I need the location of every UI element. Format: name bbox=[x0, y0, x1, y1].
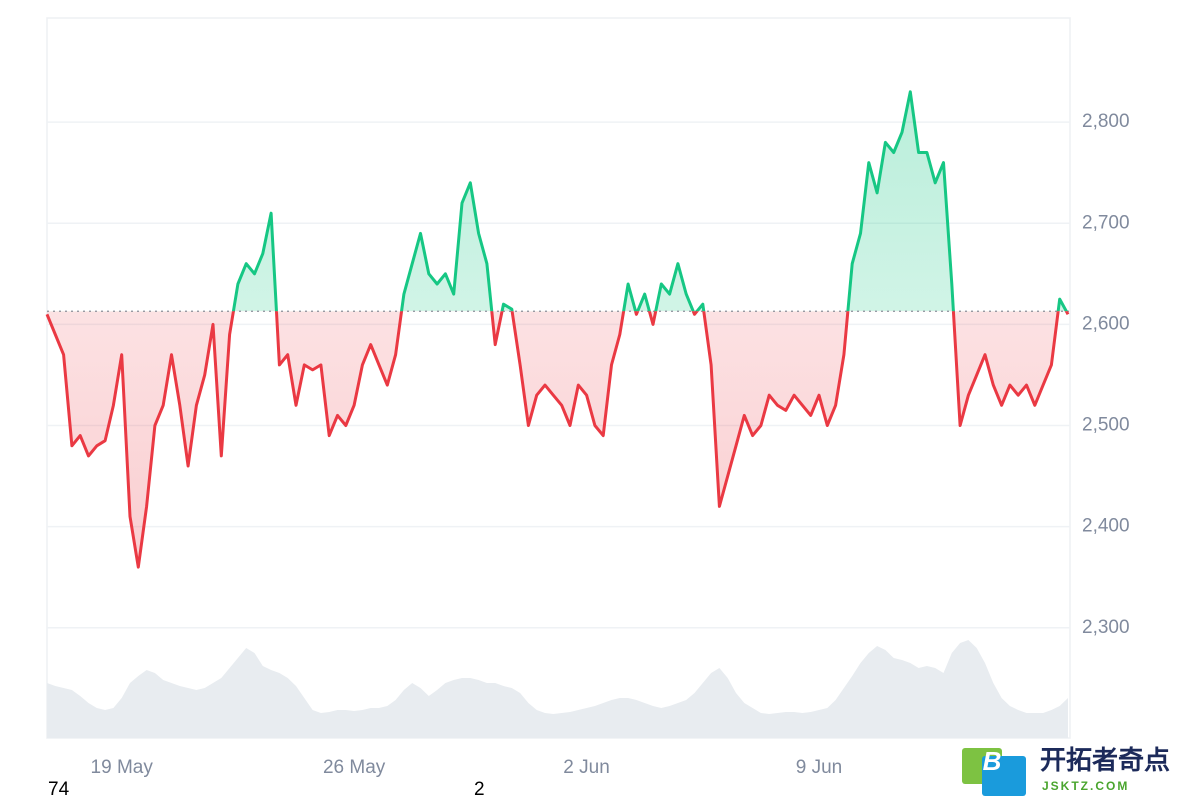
price-line-below bbox=[45, 311, 1070, 569]
footer-text: 74 bbox=[48, 779, 70, 800]
x-tick-label: 9 Jun bbox=[796, 757, 842, 778]
y-tick-label: 2,500 bbox=[1082, 415, 1130, 436]
footer-text: 2 bbox=[474, 779, 485, 800]
watermark-name: 开拓者奇点 bbox=[1040, 745, 1170, 775]
watermark: B 开拓者奇点 JSKTZ.COM bbox=[962, 745, 1170, 796]
y-tick-label: 2,600 bbox=[1082, 313, 1130, 334]
watermark-site: JSKTZ.COM bbox=[1042, 779, 1129, 793]
y-tick-label: 2,700 bbox=[1082, 212, 1130, 233]
y-tick-label: 2,400 bbox=[1082, 516, 1130, 537]
area-below bbox=[47, 311, 1068, 568]
x-tick-label: 2 Jun bbox=[563, 757, 609, 778]
y-tick-label: 2,300 bbox=[1082, 617, 1130, 638]
x-tick-label: 26 May bbox=[323, 757, 386, 778]
x-tick-label: 19 May bbox=[91, 757, 154, 778]
logo-letter: B bbox=[983, 746, 1002, 776]
y-tick-label: 2,800 bbox=[1082, 111, 1130, 132]
logo-blue bbox=[982, 756, 1026, 796]
volume-area bbox=[47, 640, 1068, 738]
price-line-above bbox=[231, 90, 1069, 312]
plot: 2,300 2,400 2,500 2,600 2,700 2,800 19 May 26 M… bbox=[45, 17, 1130, 778]
